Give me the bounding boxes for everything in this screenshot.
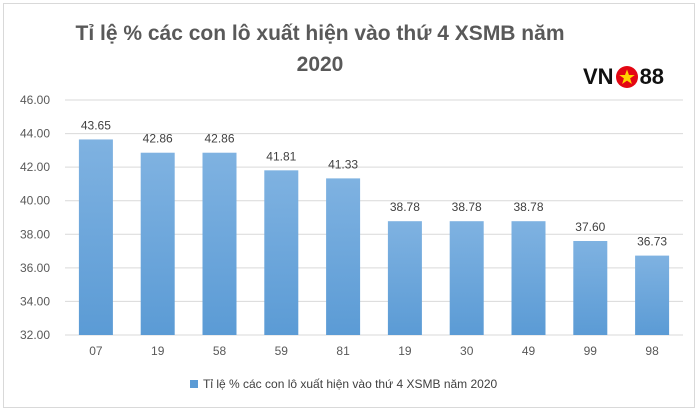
x-tick-label: 07 <box>89 344 103 358</box>
y-tick-label: 40.00 <box>20 194 50 208</box>
data-label: 42.86 <box>204 132 234 146</box>
bar <box>202 152 237 335</box>
vietnam-star-icon <box>615 66 638 88</box>
x-tick-label: 19 <box>398 344 412 358</box>
bar <box>140 152 175 335</box>
y-tick-label: 46.00 <box>20 93 50 107</box>
bar <box>78 139 113 335</box>
bar <box>449 221 484 335</box>
x-tick-label: 81 <box>336 344 350 358</box>
legend-swatch <box>190 380 198 388</box>
bar <box>264 170 299 335</box>
x-tick-label: 58 <box>213 344 227 358</box>
logo-suffix: 88 <box>639 64 665 89</box>
chart-title: Tỉ lệ % các con lô xuất hiện vào thứ 4 X… <box>75 22 565 76</box>
y-tick-label: 32.00 <box>20 328 50 342</box>
chart-legend: Tỉ lệ % các con lô xuất hiện vào thứ 4 X… <box>190 377 497 391</box>
y-tick-label: 34.00 <box>20 294 50 308</box>
data-label: 38.78 <box>452 200 482 214</box>
data-label: 36.73 <box>637 235 667 249</box>
vn88-logo: VN 88 <box>583 64 664 90</box>
logo-prefix: VN <box>583 64 614 89</box>
y-tick-label: 38.00 <box>20 227 50 241</box>
x-tick-label: 99 <box>584 344 598 358</box>
x-tick-label: 49 <box>522 344 536 358</box>
data-label: 43.65 <box>81 118 111 132</box>
y-tick-label: 42.00 <box>20 160 50 174</box>
bar <box>573 241 608 335</box>
x-tick-label: 59 <box>275 344 289 358</box>
bar <box>387 221 422 335</box>
bar <box>635 255 670 335</box>
data-label: 38.78 <box>513 200 543 214</box>
legend-label: Tỉ lệ % các con lô xuất hiện vào thứ 4 X… <box>203 377 498 391</box>
data-label: 41.33 <box>328 157 358 171</box>
x-tick-label: 30 <box>460 344 474 358</box>
y-tick-label: 36.00 <box>20 261 50 275</box>
data-label: 41.81 <box>266 149 296 163</box>
x-tick-label: 98 <box>645 344 659 358</box>
bar <box>326 178 361 335</box>
x-tick-label: 19 <box>151 344 165 358</box>
data-label: 42.86 <box>143 132 173 146</box>
bar <box>511 221 546 335</box>
y-tick-label: 44.00 <box>20 127 50 141</box>
data-label: 38.78 <box>390 200 420 214</box>
data-label: 37.60 <box>575 220 605 234</box>
